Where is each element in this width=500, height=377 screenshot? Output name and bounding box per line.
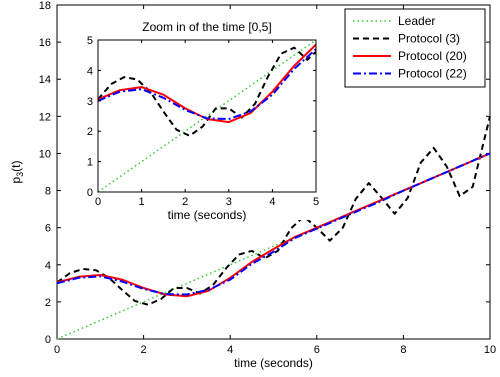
inset-y-tick-label: 0 xyxy=(87,187,93,199)
main-series xyxy=(56,116,491,340)
inset-x-tick-label: 0 xyxy=(95,196,101,208)
legend-label-protocol-3: Protocol (3) xyxy=(398,32,460,46)
inset-x-tick-label: 1 xyxy=(139,196,145,208)
inset-y-tick-label: 2 xyxy=(87,126,93,138)
y-axis-label: p3(t) xyxy=(9,160,25,183)
legend-label-protocol-20: Protocol (20) xyxy=(398,49,467,63)
inset-x-tick-label: 3 xyxy=(226,196,232,208)
series-line-protocol-22 xyxy=(56,152,491,296)
y-tick-label: 4 xyxy=(45,260,51,272)
y-tick-label: 10 xyxy=(39,148,51,160)
legend-label-leader: Leader xyxy=(398,14,435,28)
legend-box xyxy=(344,8,486,88)
inset-x-tick-label: 2 xyxy=(182,196,188,208)
inset-y-tick-label: 1 xyxy=(87,157,93,169)
inset-ticks: 0 1 2 3 4 5 0 1 2 3 4 5 xyxy=(87,35,319,208)
x-tick-label: 8 xyxy=(400,344,406,356)
y-axis-label-base: p xyxy=(9,177,23,184)
legend-label-protocol-22: Protocol (22) xyxy=(398,67,467,81)
y-tick-label: 2 xyxy=(45,297,51,309)
y-tick-label: 12 xyxy=(39,111,51,123)
inset-plot-frame xyxy=(97,39,317,193)
inset-series xyxy=(98,40,316,192)
y-tick-label: 6 xyxy=(45,223,51,235)
inset-y-tick-label: 3 xyxy=(87,96,93,108)
inset-x-axis-label: time (seconds) xyxy=(168,208,247,222)
inset-y-tick-label: 5 xyxy=(87,35,93,47)
y-tick-label: 8 xyxy=(45,186,51,198)
x-tick-label: 0 xyxy=(54,344,60,356)
y-tick-label: 0 xyxy=(45,334,51,346)
x-tick-label: 6 xyxy=(314,344,320,356)
inset-series-line-protocol-22 xyxy=(98,48,316,120)
inset-x-tick-label: 4 xyxy=(269,196,275,208)
y-tick-label: 18 xyxy=(39,0,51,12)
y-tick-label: 16 xyxy=(39,37,51,49)
inset-y-tick-label: 4 xyxy=(87,65,93,77)
y-axis-label-tail: (t) xyxy=(9,160,23,171)
y-tick-label: 14 xyxy=(39,74,51,86)
y-axis-label-subscript: 3 xyxy=(15,172,25,177)
series-line-protocol-3 xyxy=(56,116,491,306)
inset-x-tick-label: 5 xyxy=(313,196,319,208)
inset-title: Zoom in of the time [0,5] xyxy=(142,20,271,34)
x-tick-label: 10 xyxy=(484,344,496,356)
x-tick-label: 4 xyxy=(227,344,233,356)
x-tick-label: 2 xyxy=(141,344,147,356)
x-axis-label: time (seconds) xyxy=(234,356,313,370)
main-plot-frame xyxy=(56,4,491,340)
legend: Leader Protocol (3) Protocol (20) Protocol … xyxy=(344,8,486,88)
inset-background xyxy=(62,12,324,220)
inset-series-line-leader xyxy=(98,40,316,192)
